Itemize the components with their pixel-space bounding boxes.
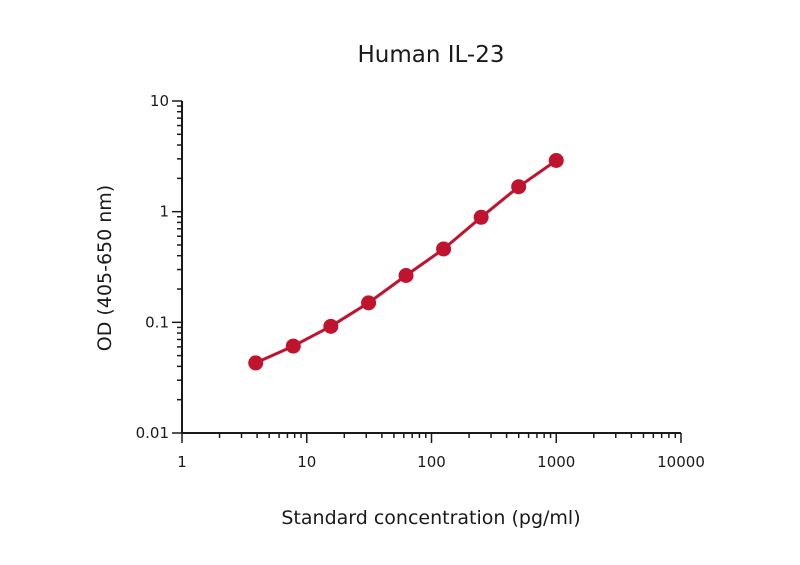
data-point [398, 267, 414, 283]
data-point [511, 179, 527, 195]
x-tick-label: 1000 [537, 453, 575, 471]
x-tick-label: 1 [177, 453, 187, 471]
series-layer [248, 152, 564, 371]
x-ticks: 1 10 100 1000 10000 [177, 433, 705, 471]
y-tick-label: 0.01 [136, 424, 169, 442]
series-line [255, 159, 558, 365]
y-tick-label: 1 [159, 203, 169, 221]
chart-title: Human IL-23 [357, 42, 504, 68]
y-tick-label: 0.1 [145, 313, 169, 331]
data-point [548, 152, 564, 168]
data-point [436, 241, 452, 257]
y-ticks: 0.01 0.1 1 10 [136, 92, 182, 442]
data-point [323, 318, 339, 334]
x-tick-label: 10 [297, 453, 316, 471]
data-point [285, 338, 301, 354]
data-point [248, 355, 264, 371]
y-tick-label: 10 [150, 92, 169, 110]
x-axis-label: Standard concentration (pg/ml) [281, 507, 580, 529]
x-tick-label: 100 [417, 453, 446, 471]
data-point [473, 209, 489, 225]
axes [181, 101, 681, 434]
x-tick-label: 10000 [657, 453, 705, 471]
data-point [361, 295, 377, 311]
y-axis-label: OD (405-650 nm) [94, 185, 116, 351]
